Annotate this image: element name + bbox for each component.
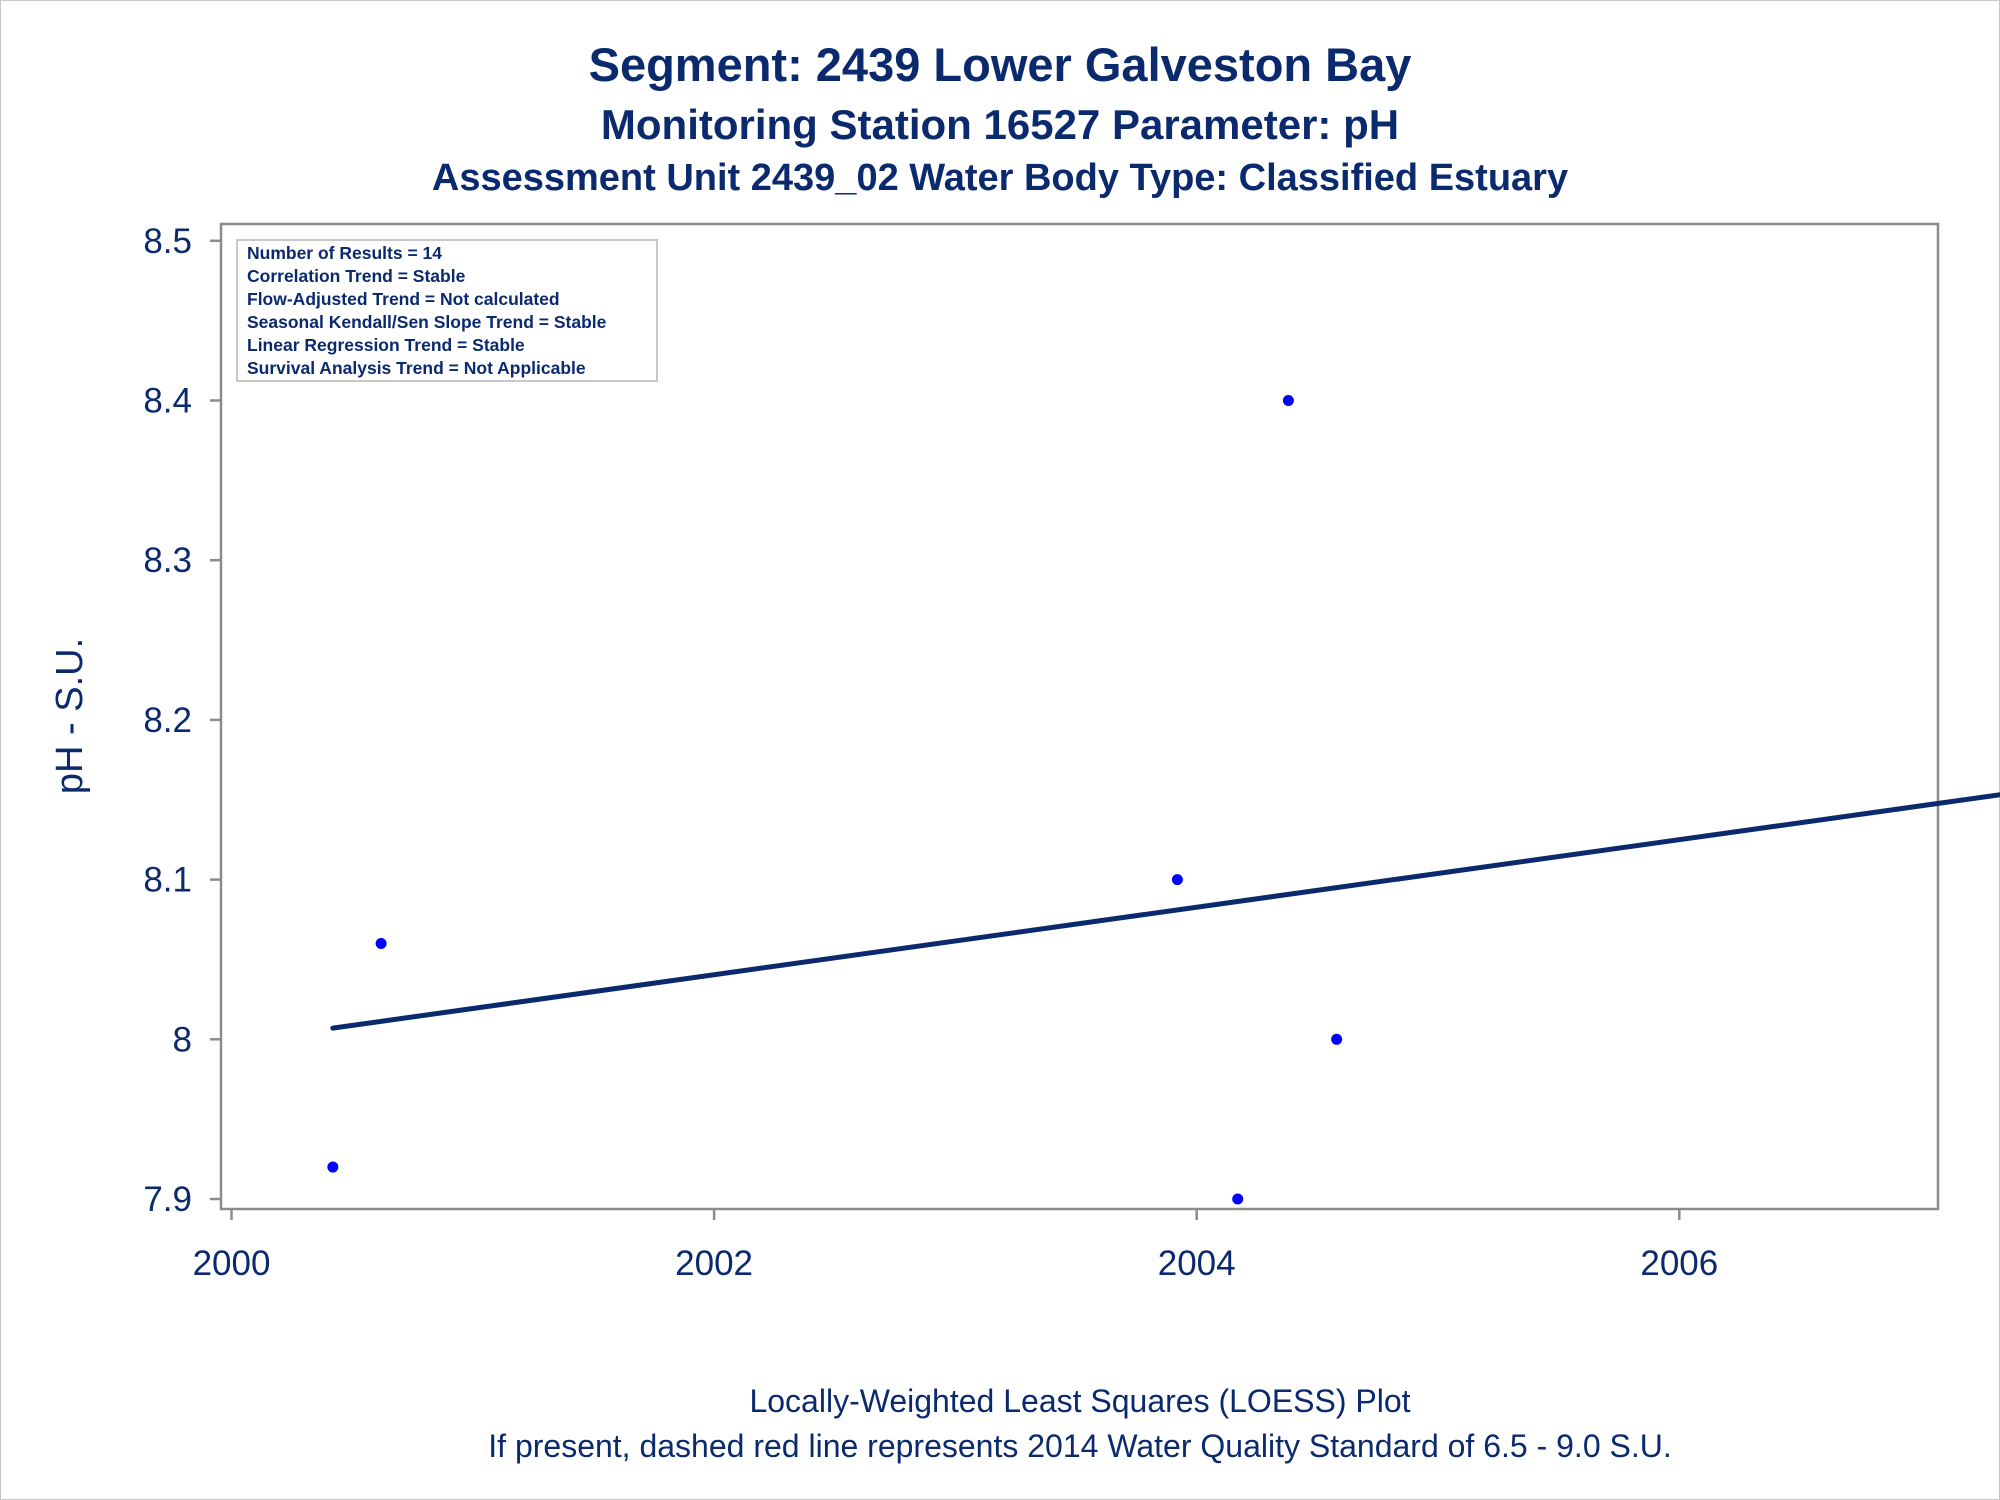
x-axis: 20002002200420062008201020122014: [193, 1209, 1718, 1283]
y-tick-label: 8.4: [143, 382, 192, 421]
stat-seasonal-kendall-trend: Seasonal Kendall/Sen Slope Trend = Stabl…: [247, 312, 607, 332]
loess-trend-line: [330, 792, 2000, 1031]
statistics-box: Number of Results = 14 Correlation Trend…: [236, 239, 658, 382]
y-tick-label: 8: [173, 1020, 192, 1059]
data-point: [375, 937, 387, 949]
data-point: [1232, 1193, 1244, 1205]
footnote-loess: Locally-Weighted Least Squares (LOESS) P…: [749, 1383, 1410, 1419]
data-points: [327, 395, 1343, 1205]
chart-subtitle-station: Monitoring Station 16527 Parameter: pH: [601, 101, 1399, 148]
y-tick-label: 7.9: [143, 1180, 192, 1219]
y-axis-label: pH - S.U.: [49, 638, 91, 794]
y-axis: 7.9 8 8.1 8.2 8.3 8.4 8.5: [143, 222, 221, 1219]
y-tick-label: 8.1: [143, 861, 192, 900]
data-point: [327, 1161, 339, 1173]
stat-linear-regression-trend: Linear Regression Trend = Stable: [247, 335, 525, 355]
data-point: [1331, 1033, 1343, 1045]
stat-survival-analysis-trend: Survival Analysis Trend = Not Applicable: [247, 358, 586, 378]
x-tick-label: 2000: [193, 1244, 271, 1283]
x-tick-label: 2006: [1640, 1244, 1718, 1283]
y-tick-label: 8.3: [143, 541, 192, 580]
stat-correlation-trend: Correlation Trend = Stable: [247, 266, 466, 286]
statistics-box-border: [236, 239, 658, 382]
plot-area: [219, 222, 1940, 1211]
y-tick-label: 8.5: [143, 222, 192, 261]
data-point: [1282, 395, 1294, 406]
x-tick-label: 2002: [675, 1244, 753, 1283]
stat-flow-adjusted-trend: Flow-Adjusted Trend = Not calculated: [247, 289, 560, 309]
y-tick-label: 8.2: [143, 701, 192, 740]
data-point: [1171, 874, 1183, 886]
loess-line: [330, 792, 2000, 1031]
stat-number-of-results: Number of Results = 14: [247, 243, 442, 263]
footnote-standard: If present, dashed red line represents 2…: [488, 1428, 1671, 1464]
chart-subtitle-assessment: Assessment Unit 2439_02 Water Body Type:…: [432, 157, 1568, 199]
chart-title: Segment: 2439 Lower Galveston Bay: [589, 38, 1412, 91]
x-tick-label: 2004: [1158, 1244, 1236, 1283]
